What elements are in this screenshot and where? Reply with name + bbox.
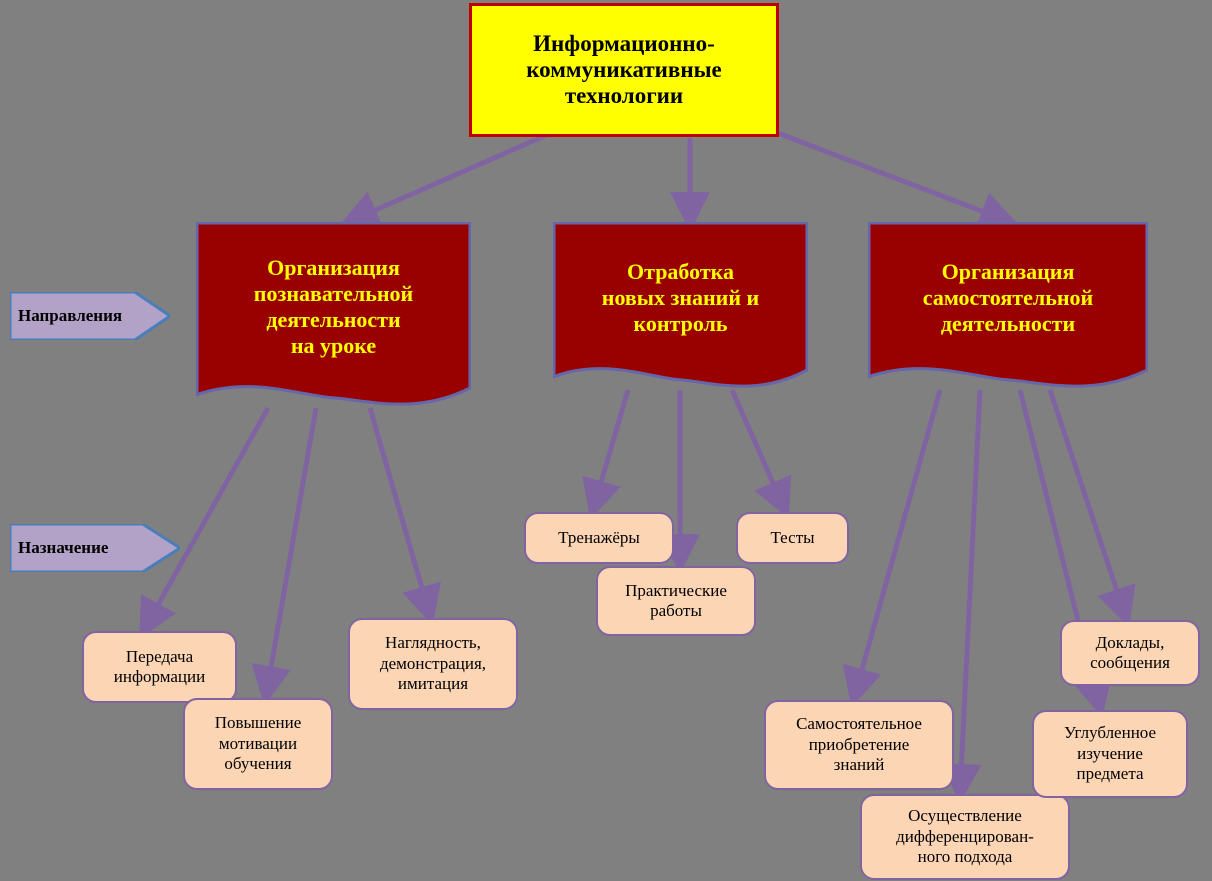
flag-node: Организацияпознавательнойдеятельностина … bbox=[196, 222, 471, 410]
arrow bbox=[1050, 390, 1126, 618]
flag-node-label: Организациясамостоятельнойдеятельности bbox=[868, 230, 1148, 366]
arrow bbox=[854, 390, 940, 698]
arrow bbox=[770, 130, 1010, 222]
leaf-node: Тесты bbox=[736, 512, 849, 564]
arrow bbox=[732, 390, 785, 510]
side-label-purpose-text: Назначение bbox=[10, 524, 156, 572]
side-label-directions-text: Направления bbox=[10, 292, 146, 340]
leaf-node: Повышениемотивацииобучения bbox=[183, 698, 333, 790]
root-node: Информационно-коммуникативныетехнологии bbox=[469, 3, 779, 137]
flag-node: Отработкановых знаний иконтроль bbox=[553, 222, 808, 392]
side-label-purpose: Назначение bbox=[10, 524, 180, 572]
leaf-node: Самостоятельноеприобретениезнаний bbox=[764, 700, 954, 790]
leaf-node: Доклады,сообщения bbox=[1060, 620, 1200, 686]
side-label-directions: Направления bbox=[10, 292, 170, 340]
arrow bbox=[593, 390, 628, 510]
leaf-node: Углубленноеизучениепредмета bbox=[1032, 710, 1188, 798]
arrow bbox=[370, 408, 430, 616]
leaf-node: Передачаинформации bbox=[82, 631, 237, 703]
arrow bbox=[960, 390, 980, 794]
arrow bbox=[266, 408, 316, 696]
flag-node-label: Организацияпознавательнойдеятельностина … bbox=[196, 230, 471, 384]
leaf-node: Практическиеработы bbox=[596, 566, 756, 636]
root-node-label: Информационно-коммуникативныетехнологии bbox=[526, 31, 722, 109]
leaf-node: Тренажёры bbox=[524, 512, 674, 564]
leaf-node: Наглядность,демонстрация,имитация bbox=[348, 618, 518, 710]
flag-node-label: Отработкановых знаний иконтроль bbox=[553, 230, 808, 366]
arrow bbox=[144, 408, 268, 630]
arrow bbox=[348, 130, 558, 222]
flag-node: Организациясамостоятельнойдеятельности bbox=[868, 222, 1148, 392]
leaf-node: Осуществлениедифференцирован-ного подход… bbox=[860, 794, 1070, 880]
